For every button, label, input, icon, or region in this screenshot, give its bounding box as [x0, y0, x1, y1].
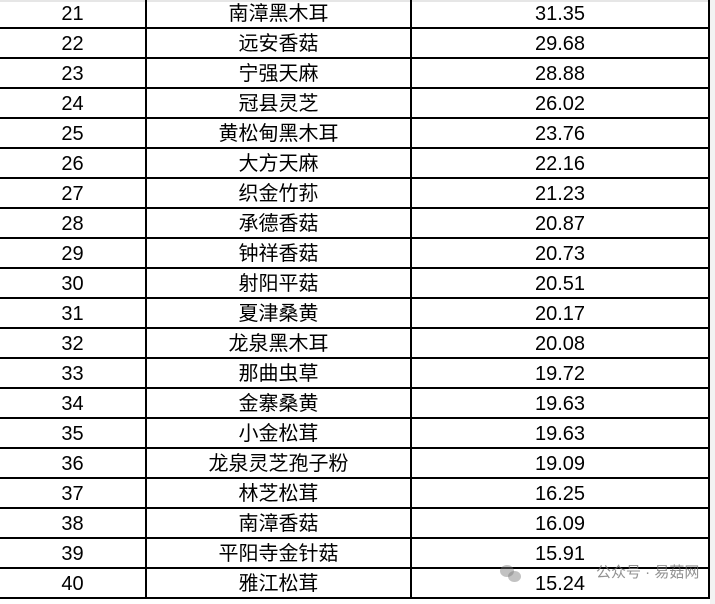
name-cell: 承德香菇	[145, 209, 410, 237]
table-row: 24 冠县灵芝 26.02	[0, 89, 710, 119]
rank-cell: 24	[61, 93, 84, 115]
rank-cell: 32	[61, 333, 84, 355]
name-cell: 小金松茸	[145, 419, 410, 447]
value-cell: 16.25	[410, 479, 710, 507]
name-cell: 龙泉黑木耳	[145, 329, 410, 357]
value-cell: 19.09	[410, 449, 710, 477]
table-row: 30 射阳平菇 20.51	[0, 269, 710, 299]
table-row: 36 龙泉灵芝孢子粉 19.09	[0, 449, 710, 479]
rank-cell: 36	[61, 453, 84, 475]
name-cell: 钟祥香菇	[145, 239, 410, 267]
rank-cell: 35	[61, 423, 84, 445]
name-cell: 大方天麻	[145, 149, 410, 177]
table-row: 37 林芝松茸 16.25	[0, 479, 710, 509]
rank-cell: 38	[61, 513, 84, 535]
rank-cell: 21	[61, 3, 84, 25]
value-cell: 29.68	[410, 29, 710, 57]
rank-cell: 22	[61, 33, 84, 55]
value-cell: 23.76	[410, 119, 710, 147]
value-cell: 19.63	[410, 389, 710, 417]
rank-cell: 29	[61, 243, 84, 265]
rank-cell: 33	[61, 363, 84, 385]
rank-cell: 34	[61, 393, 84, 415]
watermark-text: 公众号 · 易菇网	[596, 564, 700, 581]
rank-cell: 40	[61, 573, 84, 595]
table-row: 34 金寨桑黄 19.63	[0, 389, 710, 419]
value-cell: 15.91	[410, 539, 710, 567]
right-edge	[710, 0, 715, 604]
name-cell: 黄松甸黑木耳	[145, 119, 410, 147]
table-row: 23 宁强天麻 28.88	[0, 59, 710, 89]
wechat-icon	[500, 565, 522, 583]
table-row: 39 平阳寺金针菇 15.91	[0, 539, 710, 569]
name-cell: 那曲虫草	[145, 359, 410, 387]
name-cell: 南漳香菇	[145, 509, 410, 537]
name-cell: 宁强天麻	[145, 59, 410, 87]
value-cell: 20.73	[410, 239, 710, 267]
name-cell: 林芝松茸	[145, 479, 410, 507]
value-cell: 15.24	[410, 569, 710, 597]
rank-cell: 39	[61, 543, 84, 565]
rank-cell: 28	[61, 213, 84, 235]
table-row: 26 大方天麻 22.16	[0, 149, 710, 179]
rank-cell: 25	[61, 123, 84, 145]
rank-cell: 23	[61, 63, 84, 85]
rank-cell: 31	[61, 303, 84, 325]
name-cell: 冠县灵芝	[145, 89, 410, 117]
table-row: 28 承德香菇 20.87	[0, 209, 710, 239]
table-row: 35 小金松茸 19.63	[0, 419, 710, 449]
table-row: 22 远安香菇 29.68	[0, 29, 710, 59]
table-row: 29 钟祥香菇 20.73	[0, 239, 710, 269]
table-row: 32 龙泉黑木耳 20.08	[0, 329, 710, 359]
value-cell: 22.16	[410, 149, 710, 177]
value-cell: 19.63	[410, 419, 710, 447]
value-cell: 31.35	[410, 0, 710, 27]
value-cell: 20.51	[410, 269, 710, 297]
value-cell: 21.23	[410, 179, 710, 207]
rank-cell: 27	[61, 183, 84, 205]
value-cell: 19.72	[410, 359, 710, 387]
value-cell: 28.88	[410, 59, 710, 87]
value-cell: 16.09	[410, 509, 710, 537]
table-row: 27 织金竹荪 21.23	[0, 179, 710, 209]
value-cell: 26.02	[410, 89, 710, 117]
rank-cell: 37	[61, 483, 84, 505]
table-row: 38 南漳香菇 16.09	[0, 509, 710, 539]
table-row: 40 雅江松茸 15.24	[0, 569, 710, 599]
value-cell: 20.87	[410, 209, 710, 237]
table-row: 31 夏津桑黄 20.17	[0, 299, 710, 329]
table-row: 25 黄松甸黑木耳 23.76	[0, 119, 710, 149]
name-cell: 织金竹荪	[145, 179, 410, 207]
name-cell: 射阳平菇	[145, 269, 410, 297]
name-cell: 南漳黑木耳	[145, 0, 410, 27]
table-row: 33 那曲虫草 19.72	[0, 359, 710, 389]
top-edge	[0, 0, 715, 2]
value-cell: 20.17	[410, 299, 710, 327]
rank-cell: 26	[61, 153, 84, 175]
name-cell: 夏津桑黄	[145, 299, 410, 327]
table-row: 21 南漳黑木耳 31.35	[0, 0, 710, 29]
name-cell: 平阳寺金针菇	[145, 539, 410, 567]
name-cell: 金寨桑黄	[145, 389, 410, 417]
name-cell: 龙泉灵芝孢子粉	[145, 449, 410, 477]
value-cell: 20.08	[410, 329, 710, 357]
name-cell: 远安香菇	[145, 29, 410, 57]
rank-cell: 30	[61, 273, 84, 295]
name-cell: 雅江松茸	[145, 569, 410, 597]
